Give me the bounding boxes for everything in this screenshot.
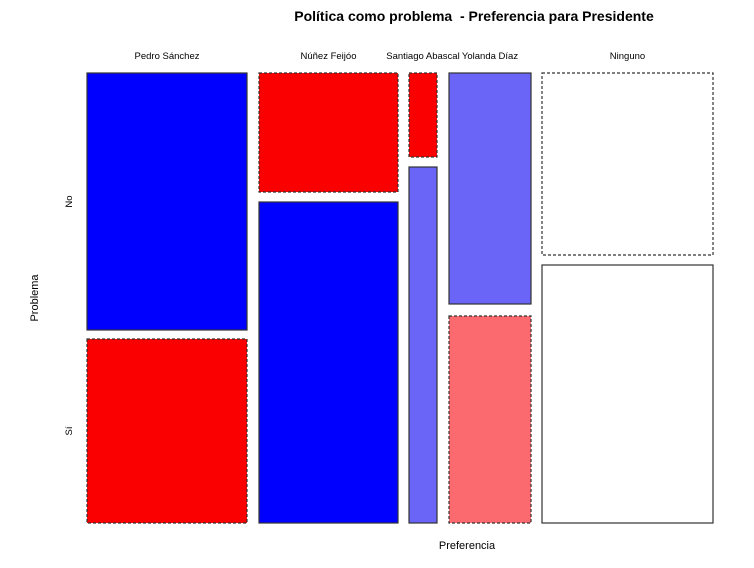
row-label: Sí — [64, 426, 75, 435]
column-label: Pedro Sánchez — [135, 51, 200, 62]
column-label: Ninguno — [610, 51, 645, 62]
row-label: No — [64, 195, 75, 207]
mosaic-cell — [448, 315, 532, 524]
y-axis-label: Problema — [29, 274, 41, 322]
x-axis-label: Preferencia — [438, 540, 496, 552]
mosaic-cell — [448, 72, 532, 305]
mosaic-cell — [408, 166, 438, 524]
mosaic-cell — [258, 72, 399, 193]
mosaic-cell — [86, 72, 248, 331]
column-label: Yolanda Díaz — [462, 51, 518, 62]
mosaic-cell — [541, 72, 714, 256]
chart-title: Política como problema - Preferencia par… — [294, 8, 654, 24]
mosaic-cell — [408, 72, 438, 158]
mosaic-cell — [541, 264, 714, 524]
mosaic-cell — [86, 338, 248, 524]
column-label: Santiago Abascal — [386, 51, 459, 62]
column-label: Núñez Feijóo — [301, 51, 357, 62]
mosaic-cell — [258, 201, 399, 524]
